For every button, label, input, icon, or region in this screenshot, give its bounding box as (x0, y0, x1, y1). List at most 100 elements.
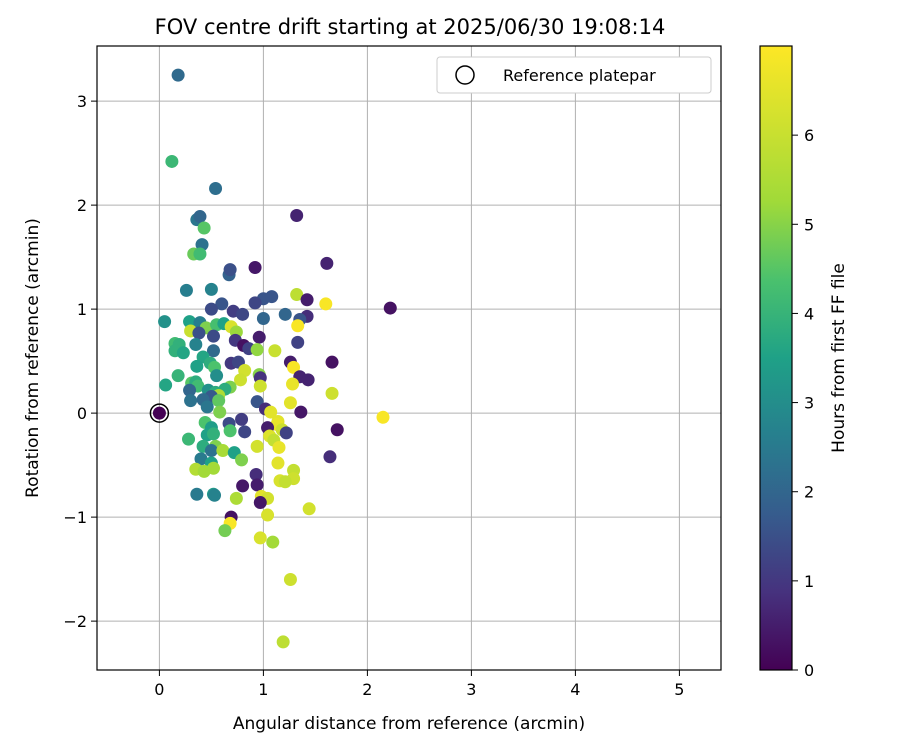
colorbar-tick-label: 2 (804, 483, 814, 502)
data-points (152, 68, 397, 649)
y-tick-label: 2 (77, 196, 87, 215)
x-tick-label: 5 (674, 680, 684, 699)
data-point (276, 635, 290, 649)
data-point (302, 502, 316, 516)
chart-title: FOV centre drift starting at 2025/06/30 … (155, 15, 666, 39)
data-point (206, 329, 220, 343)
data-point (210, 369, 224, 383)
data-point (193, 210, 207, 224)
colorbar-tick-label: 5 (804, 215, 814, 234)
y-tick-label: −2 (63, 612, 87, 631)
x-tick-label: 2 (362, 680, 372, 699)
data-point (212, 394, 226, 408)
data-point (229, 491, 243, 505)
data-point (319, 297, 333, 311)
reference-platepar-marker (149, 403, 170, 423)
data-point (176, 346, 190, 360)
data-point (158, 315, 172, 329)
data-point (171, 68, 185, 82)
data-point (204, 302, 218, 316)
data-point (278, 475, 292, 489)
colorbar-tick-label: 4 (804, 304, 814, 323)
data-point (325, 355, 339, 369)
data-point (159, 378, 173, 392)
data-point (235, 453, 249, 467)
data-point (189, 337, 203, 351)
data-point (253, 496, 267, 510)
colorbar-tick-label: 0 (804, 661, 814, 680)
colorbar (759, 45, 793, 671)
data-point (278, 307, 292, 321)
x-tick-label: 3 (466, 680, 476, 699)
colorbar-tick-label: 1 (804, 572, 814, 591)
data-point (283, 396, 297, 410)
data-point (323, 450, 337, 464)
data-point (320, 256, 334, 270)
data-point (291, 335, 305, 349)
data-point (250, 439, 264, 453)
data-point (223, 263, 237, 277)
data-point (253, 379, 267, 393)
data-point (261, 508, 275, 522)
data-point (271, 456, 285, 470)
data-point (179, 283, 193, 297)
x-tick-label: 0 (154, 680, 164, 699)
data-point (250, 343, 264, 357)
data-point (256, 311, 270, 325)
data-point (238, 425, 252, 439)
data-point (184, 394, 198, 408)
data-point (200, 400, 214, 414)
data-point (287, 360, 301, 374)
colorbar-label: Hours from first FF file (829, 263, 849, 453)
y-tick-label: 1 (77, 300, 87, 319)
data-point (266, 535, 280, 549)
data-point (190, 487, 204, 501)
data-point (206, 461, 220, 475)
y-tick-label: 0 (77, 404, 87, 423)
data-point (272, 440, 286, 454)
x-tick-label: 1 (258, 680, 268, 699)
grid-lines (97, 46, 721, 670)
data-point (268, 344, 282, 358)
data-point (291, 319, 305, 333)
legend-label: Reference platepar (503, 66, 656, 85)
data-point (215, 297, 229, 311)
colorbar-tick-label: 6 (804, 126, 814, 145)
data-point (183, 383, 197, 397)
data-point (193, 247, 207, 261)
data-point (235, 412, 249, 426)
colorbar-tick-label: 3 (804, 394, 814, 413)
data-point (234, 373, 248, 387)
data-point (376, 410, 390, 424)
data-point (208, 488, 222, 502)
data-point (330, 423, 344, 437)
data-point (236, 479, 250, 493)
data-point (165, 154, 179, 168)
data-point (216, 444, 230, 458)
data-point (190, 359, 204, 373)
data-point (253, 531, 267, 545)
data-point (283, 573, 297, 587)
legend-marker (455, 65, 475, 85)
data-point (252, 330, 266, 344)
y-axis-ticks: −2 −1 0 1 2 3 (63, 92, 97, 631)
data-point (197, 221, 211, 235)
y-tick-label: −1 (63, 508, 87, 527)
data-point (209, 181, 223, 195)
y-tick-label: 3 (77, 92, 87, 111)
data-point (204, 444, 218, 458)
x-tick-label: 4 (570, 680, 580, 699)
data-point (194, 452, 208, 466)
data-point (206, 427, 220, 441)
data-point (290, 209, 304, 223)
data-point (249, 467, 263, 481)
legend-box (436, 56, 712, 94)
legend: Reference platepar (436, 56, 712, 94)
data-point (325, 386, 339, 400)
data-point (248, 296, 262, 310)
y-axis-label: Rotation from reference (arcmin) (23, 218, 43, 498)
x-axis-ticks: 0 1 2 3 4 5 (154, 670, 684, 699)
data-point (236, 307, 250, 321)
data-point (204, 282, 218, 296)
